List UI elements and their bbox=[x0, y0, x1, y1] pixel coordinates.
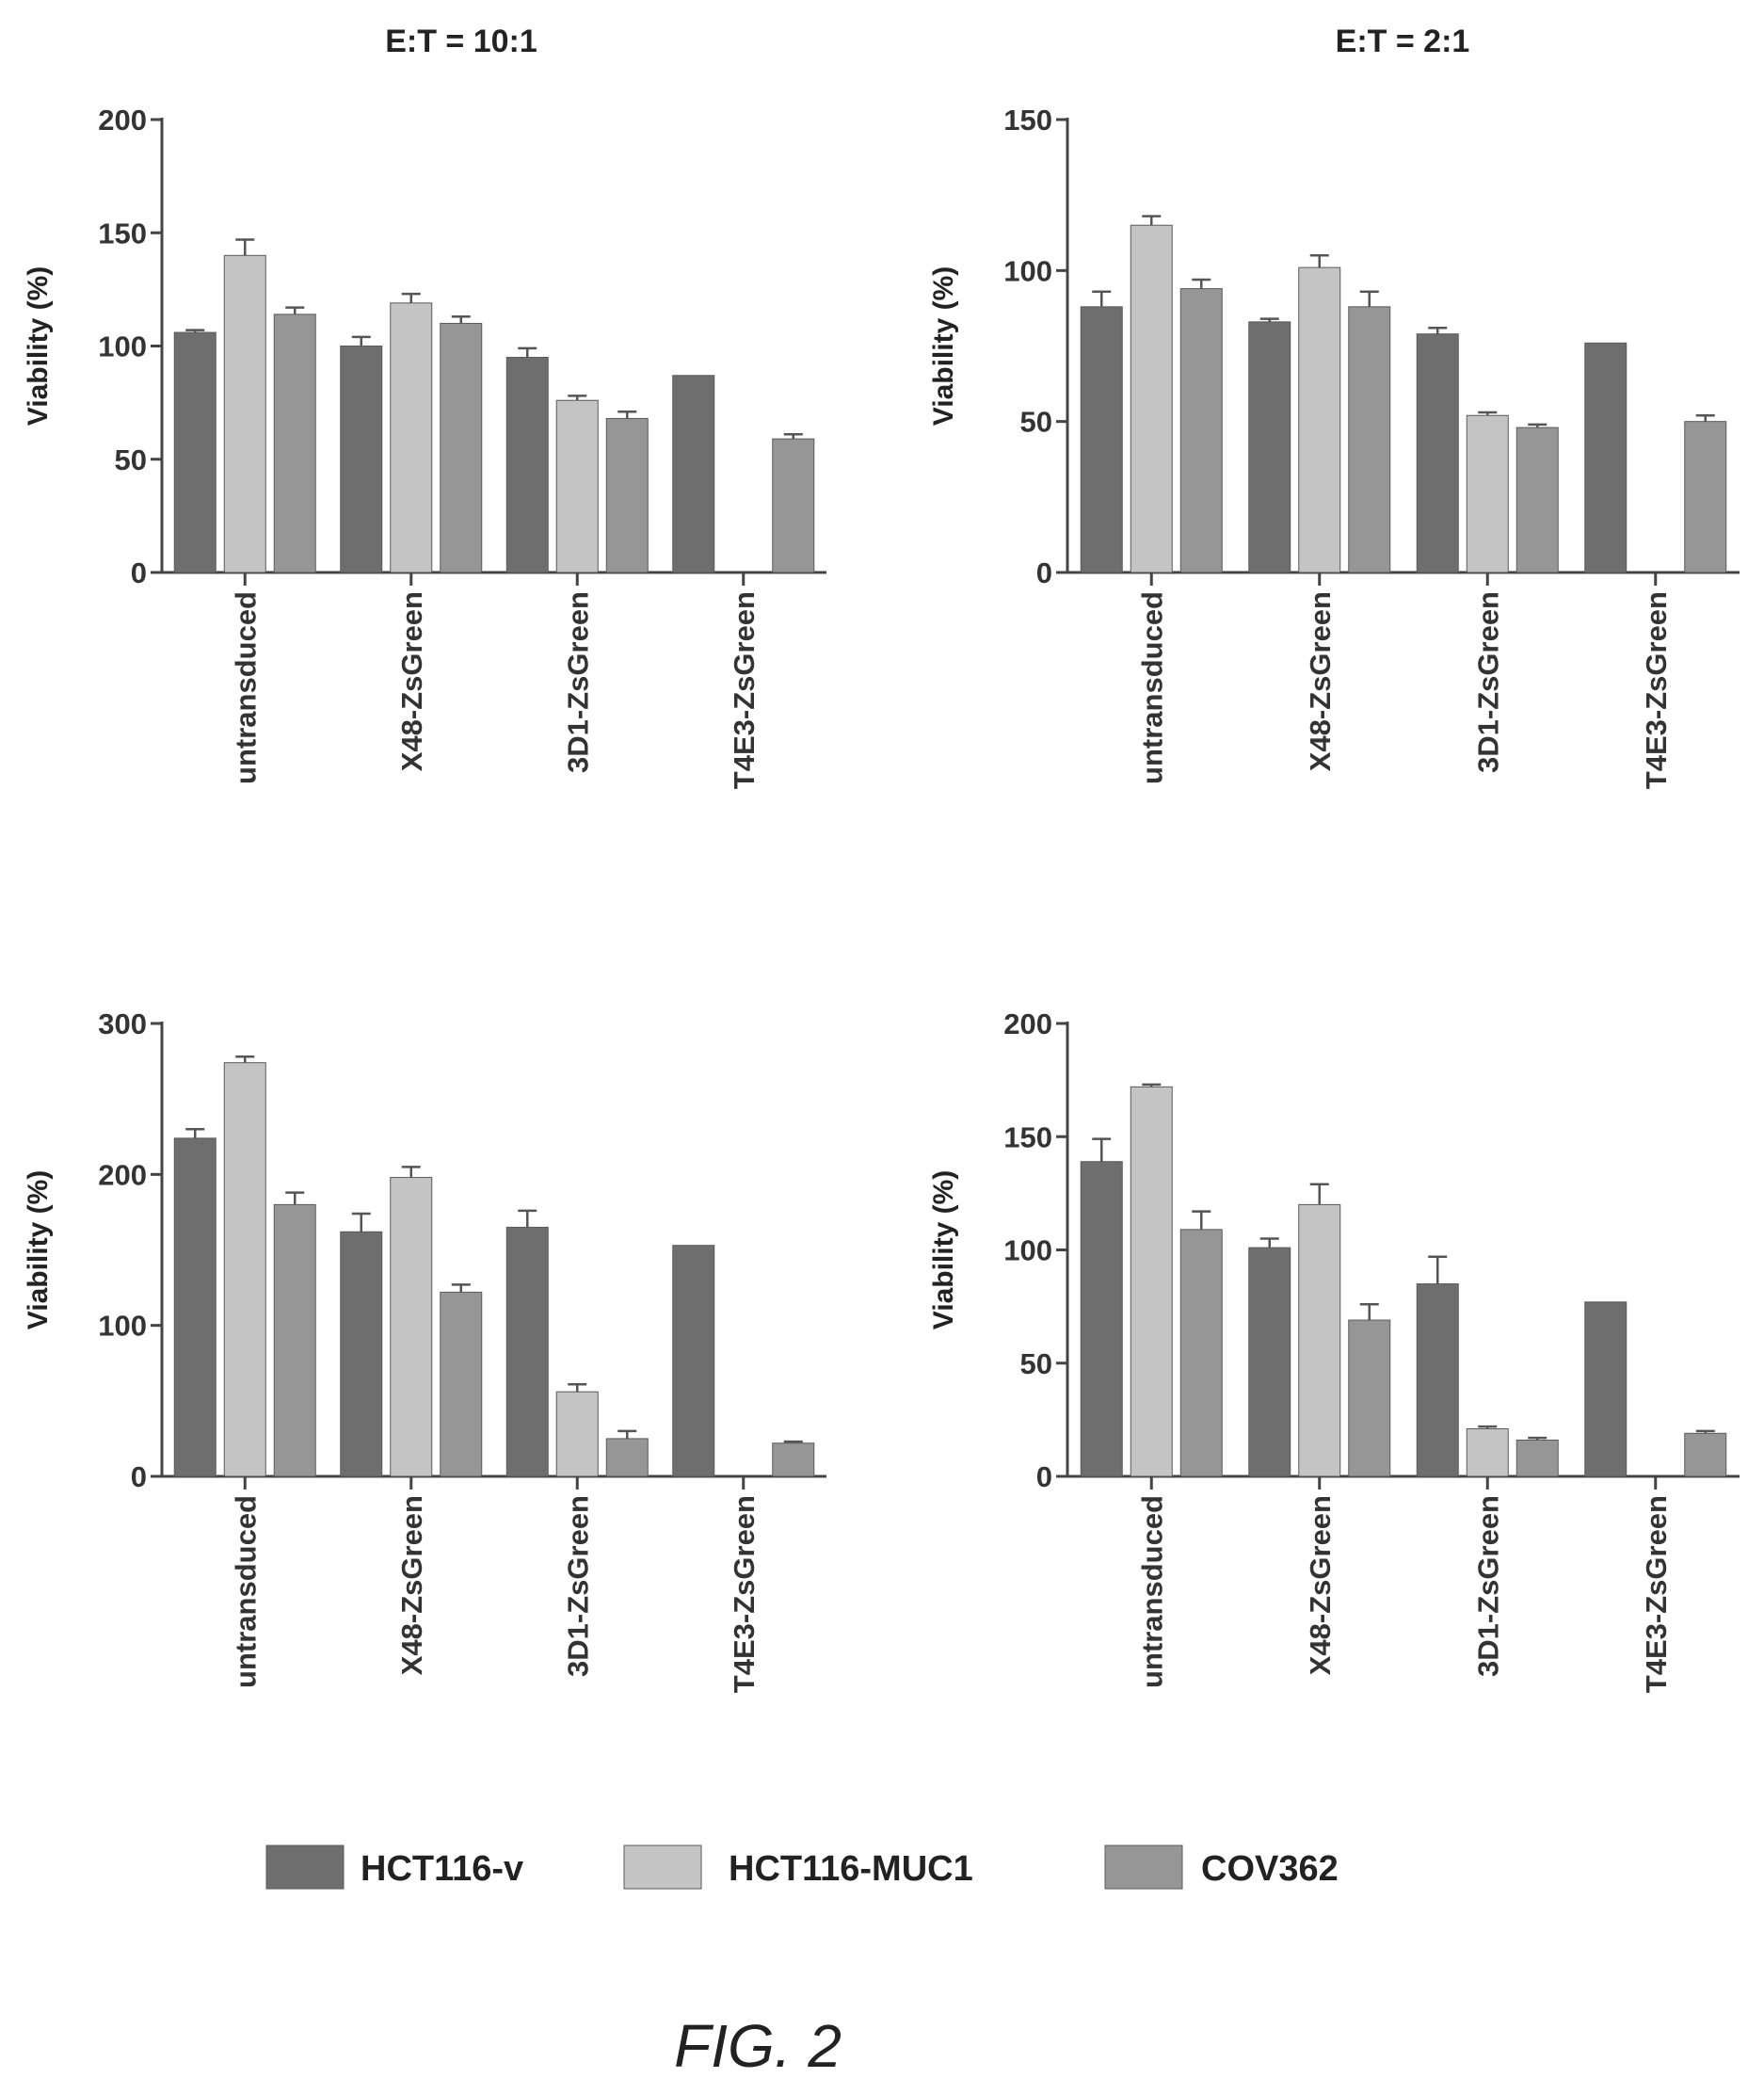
bar-hct116-muc1 bbox=[555, 1391, 599, 1477]
bar-hct116-muc1 bbox=[1298, 1203, 1341, 1477]
bar-cov362 bbox=[1348, 306, 1391, 573]
chart-title: E:T = 2:1 bbox=[1336, 24, 1470, 59]
x-category-label: X48-ZsGreen bbox=[1304, 1495, 1337, 1675]
chart-panel-1: E:T = 10:1 0 50 100 150 200 Viability (%) untra… bbox=[23, 24, 826, 789]
x-category-label: T4E3-ZsGreen bbox=[1640, 591, 1673, 789]
bar-hct116-muc1 bbox=[555, 399, 599, 573]
bar-hct116-v bbox=[173, 331, 216, 573]
y-tick-label: 50 bbox=[1020, 406, 1052, 439]
bar-cov362 bbox=[1515, 1440, 1559, 1477]
y-tick-label: 50 bbox=[115, 443, 147, 476]
y-tick-label: 0 bbox=[131, 556, 147, 589]
y-tick-label: 100 bbox=[1003, 254, 1052, 287]
x-category-label: 3D1-ZsGreen bbox=[1471, 591, 1504, 773]
bar-hct116-v bbox=[1584, 1301, 1628, 1477]
y-tick-label: 150 bbox=[1003, 104, 1052, 137]
bar-cov362 bbox=[273, 314, 316, 573]
legend: HCT116-v HCT116-MUC1 COV362 bbox=[265, 1844, 1339, 1890]
bar-hct116-muc1 bbox=[1298, 266, 1341, 573]
y-tick-label: 0 bbox=[1036, 1460, 1052, 1493]
x-category-label: X48-ZsGreen bbox=[1304, 591, 1337, 771]
bar-hct116-muc1 bbox=[390, 1177, 433, 1477]
x-category-label: T4E3-ZsGreen bbox=[728, 1495, 761, 1693]
bar-hct116-v bbox=[672, 1245, 715, 1477]
bar-cov362 bbox=[1348, 1319, 1391, 1477]
bar-cov362 bbox=[440, 1291, 483, 1477]
y-tick-label: 100 bbox=[98, 330, 147, 363]
bar-cov362 bbox=[1179, 288, 1223, 573]
y-tick-label: 0 bbox=[131, 1460, 147, 1493]
bar-hct116-muc1 bbox=[1466, 1427, 1509, 1477]
bar-hct116-muc1 bbox=[1130, 224, 1173, 573]
y-axis-label: Viability (%) bbox=[928, 1170, 959, 1329]
x-category-label: X48-ZsGreen bbox=[395, 1495, 428, 1675]
y-tick-label: 100 bbox=[1003, 1234, 1052, 1267]
legend-label: HCT116-v bbox=[361, 1849, 523, 1889]
y-tick-label: 300 bbox=[98, 1007, 147, 1040]
bar-cov362 bbox=[273, 1203, 316, 1477]
chart-panel-3: 0 100 200 300 Viability (%) untransduced X48-Z… bbox=[23, 1007, 826, 1693]
x-category-label: untransduced bbox=[229, 1495, 262, 1688]
y-tick-label: 200 bbox=[98, 104, 147, 137]
bar-cov362 bbox=[605, 1438, 649, 1477]
bar-hct116-v bbox=[1248, 321, 1291, 573]
bar-cov362 bbox=[440, 322, 483, 573]
x-category-label: X48-ZsGreen bbox=[395, 591, 428, 771]
bar-cov362 bbox=[605, 417, 649, 573]
legend-swatch-2 bbox=[623, 1844, 702, 1890]
x-category-label: T4E3-ZsGreen bbox=[728, 591, 761, 789]
bar-hct116-muc1 bbox=[390, 302, 433, 573]
y-tick-label: 50 bbox=[1020, 1347, 1052, 1380]
x-category-label: untransduced bbox=[1135, 591, 1168, 784]
chart-panel-2: E:T = 2:1 0 50 100 150 Viability (%) untransdu… bbox=[928, 24, 1740, 789]
y-tick-label: 0 bbox=[1036, 556, 1052, 589]
bar-cov362 bbox=[1179, 1229, 1223, 1477]
figure-caption: FIG. 2 bbox=[674, 2012, 842, 2080]
bar-hct116-v bbox=[1080, 1161, 1123, 1477]
bar-cov362 bbox=[772, 438, 815, 573]
legend-label: HCT116-MUC1 bbox=[729, 1849, 973, 1889]
y-axis-label: Viability (%) bbox=[23, 266, 54, 426]
y-axis-label: Viability (%) bbox=[928, 266, 959, 426]
bar-hct116-v bbox=[505, 1226, 549, 1477]
x-category-label: 3D1-ZsGreen bbox=[561, 1495, 594, 1677]
bar-hct116-v bbox=[1584, 342, 1628, 573]
bar-hct116-v bbox=[1248, 1247, 1291, 1477]
chart-panel-4: 0 50 100 150 200 Viability (%) untransduced X48… bbox=[928, 1007, 1740, 1693]
bar-hct116-v bbox=[1080, 306, 1123, 573]
bar-hct116-v bbox=[1416, 1283, 1459, 1477]
legend-label: COV362 bbox=[1201, 1849, 1339, 1889]
bar-hct116-v bbox=[505, 357, 549, 573]
y-axis-label: Viability (%) bbox=[23, 1170, 54, 1329]
y-tick-label: 200 bbox=[98, 1158, 147, 1191]
x-category-label: 3D1-ZsGreen bbox=[1471, 1495, 1504, 1677]
bar-cov362 bbox=[1684, 1432, 1727, 1477]
bar-hct116-v bbox=[672, 375, 715, 573]
y-tick-label: 100 bbox=[98, 1310, 147, 1343]
x-category-label: untransduced bbox=[229, 591, 262, 784]
chart-panels: E:T = 10:1 0 50 100 150 200 Viability (%) untra… bbox=[23, 24, 1740, 1693]
bar-hct116-muc1 bbox=[223, 1062, 266, 1477]
bar-hct116-v bbox=[340, 1231, 383, 1477]
y-tick-label: 150 bbox=[1003, 1120, 1052, 1153]
chart-title: E:T = 10:1 bbox=[385, 24, 537, 59]
bar-cov362 bbox=[772, 1442, 815, 1477]
bar-cov362 bbox=[1684, 421, 1727, 573]
bar-hct116-muc1 bbox=[1466, 414, 1509, 573]
x-category-label: T4E3-ZsGreen bbox=[1640, 1495, 1673, 1693]
bar-hct116-v bbox=[340, 346, 383, 573]
bar-hct116-muc1 bbox=[1130, 1086, 1173, 1477]
bar-hct116-muc1 bbox=[223, 254, 266, 573]
y-tick-label: 150 bbox=[98, 217, 147, 250]
x-category-label: untransduced bbox=[1135, 1495, 1168, 1688]
bar-hct116-v bbox=[1416, 333, 1459, 573]
bar-hct116-v bbox=[173, 1137, 216, 1477]
x-category-label: 3D1-ZsGreen bbox=[561, 591, 594, 773]
bar-cov362 bbox=[1515, 427, 1559, 573]
legend-swatch-1 bbox=[265, 1844, 345, 1890]
y-tick-label: 200 bbox=[1003, 1007, 1052, 1040]
legend-swatch-3 bbox=[1104, 1844, 1183, 1890]
